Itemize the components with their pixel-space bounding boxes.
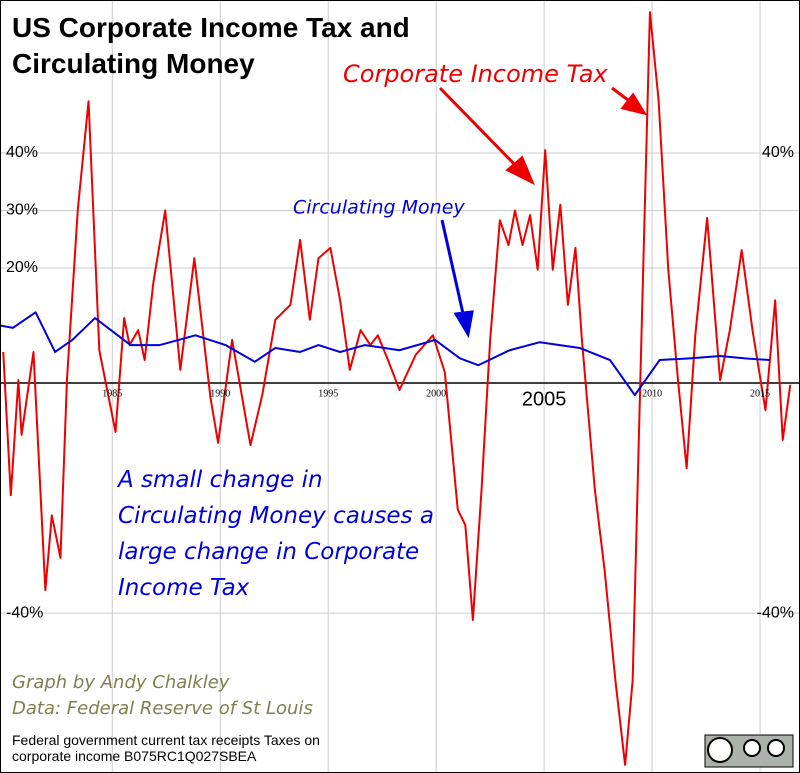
cc-badge — [704, 734, 794, 768]
x-tick-label: 2005 — [522, 388, 567, 410]
credit: Graph by Andy Chalkley — [12, 672, 230, 693]
annotation: A small change in Circulating Money caus… — [118, 467, 434, 601]
series-line — [2, 11, 792, 766]
data-source: Data: Federal Reserve of St Louis — [12, 698, 313, 719]
x-tick-label: 1985 — [102, 388, 122, 399]
y-tick-label: -40% — [6, 604, 43, 621]
x-tick-label: 2015 — [750, 388, 770, 399]
y-tick-label: 30% — [6, 202, 38, 219]
x-tick-label: 1995 — [318, 388, 338, 399]
y2-tick-label: 40% — [762, 144, 794, 161]
arrow — [440, 219, 474, 339]
y2-tick-label: -40% — [757, 604, 794, 621]
source-note: Federal government current tax receipts … — [12, 732, 320, 764]
series-label: Circulating Money — [293, 197, 465, 219]
y-tick-label: 20% — [6, 259, 38, 276]
x-tick-label: 1990 — [210, 388, 230, 399]
y-tick-label: 40% — [6, 144, 38, 161]
x-tick-label: 2010 — [642, 388, 662, 399]
arrows — [438, 86, 648, 186]
chart-title: US Corporate Income Tax and Circulating … — [12, 12, 410, 79]
series-line — [0, 311, 770, 397]
series-label: Corporate Income Tax — [343, 60, 608, 88]
x-tick-label: 2000 — [426, 388, 446, 399]
